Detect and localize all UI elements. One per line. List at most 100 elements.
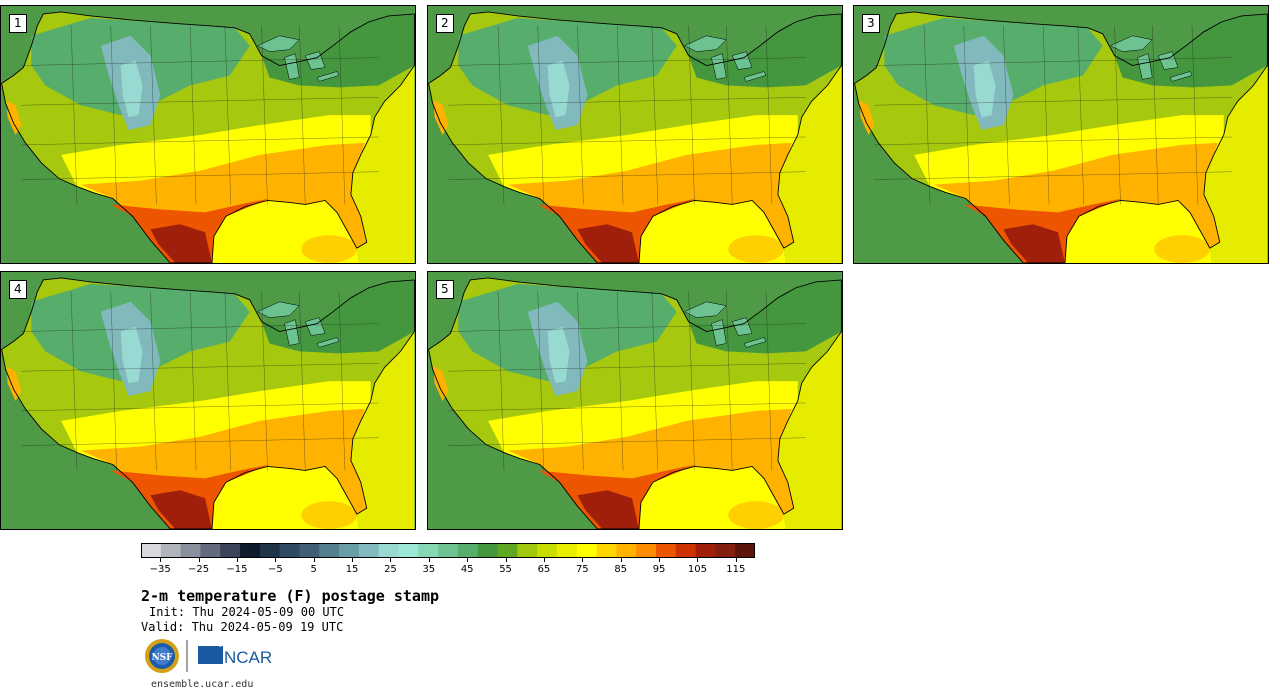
state-border — [448, 323, 806, 332]
colorbar-swatch — [695, 543, 716, 558]
temperature-map — [1, 6, 415, 263]
init-time: Init: Thu 2024-05-09 00 UTC — [149, 605, 345, 619]
coastline — [1, 277, 415, 529]
map-panel-3: 3 — [853, 5, 1269, 264]
lake-superior — [684, 35, 727, 52]
colorbar-tick-label: −15 — [226, 564, 248, 575]
colorbar-swatch — [517, 543, 538, 558]
colorbar-tick-label: 25 — [384, 564, 397, 575]
temperature-map — [1, 272, 415, 529]
colorbar-swatch — [220, 543, 241, 558]
atlantic-ocean — [350, 65, 415, 263]
temperature-map — [428, 272, 842, 529]
state-border — [874, 136, 1232, 146]
map-panel-2: 2 — [427, 5, 843, 264]
colorbar-tick-label: 105 — [687, 564, 707, 575]
state-border — [651, 291, 659, 471]
colorbar-tick-label: −25 — [188, 564, 210, 575]
colorbar-tick-mark — [543, 558, 545, 562]
state-border — [21, 363, 379, 372]
california-warm — [433, 100, 449, 135]
state-border — [224, 25, 232, 205]
gulf-warm-patch — [1154, 235, 1210, 263]
lake-superior — [257, 35, 300, 52]
colorbar-swatch — [576, 543, 598, 558]
colorbar-tick-label: 75 — [575, 564, 589, 575]
atlantic-ocean — [1203, 65, 1268, 263]
colorbar-tick-label: −35 — [149, 564, 171, 575]
colorbar-swatch — [398, 543, 419, 558]
colorbar-swatch — [636, 543, 657, 558]
state-border — [963, 25, 970, 205]
colorbar-swatch — [339, 543, 360, 558]
state-border — [726, 291, 733, 471]
state-border — [21, 136, 379, 146]
state-border — [189, 25, 197, 205]
lake-michigan — [1137, 53, 1153, 80]
state-border — [261, 291, 268, 471]
california-warm — [859, 100, 875, 135]
state-border — [923, 25, 931, 205]
lake-erie — [743, 71, 767, 82]
gulf-warm-patch — [301, 235, 357, 263]
state-border — [150, 291, 157, 471]
coastline — [428, 11, 842, 263]
ncar-logo: NCAR — [198, 646, 272, 667]
state-border — [448, 97, 806, 106]
ncar-logo-text: NCAR — [224, 648, 272, 667]
northeast-cool-zone — [688, 279, 842, 354]
colorbar-tick-mark — [697, 558, 699, 562]
nsf-logo: NSF — [145, 639, 179, 673]
colorbar — [141, 543, 755, 558]
state-border — [874, 97, 1232, 106]
gulf-warm-patch — [728, 501, 784, 529]
colorbar-tick-label: 95 — [652, 564, 666, 575]
lake-superior — [684, 301, 727, 318]
state-border — [765, 25, 773, 205]
state-border — [338, 25, 346, 205]
colorbar-swatch — [477, 543, 499, 558]
atlantic-ocean — [350, 331, 415, 529]
state-border — [70, 291, 78, 471]
extreme-heat-zone — [150, 490, 212, 529]
state-border — [448, 171, 806, 180]
state-border — [448, 437, 806, 446]
colorbar-swatch — [279, 543, 300, 558]
colorbar-swatches — [141, 543, 755, 558]
state-border — [1077, 25, 1085, 205]
colorbar-tick-label: 5 — [310, 564, 317, 575]
lake-erie — [1169, 71, 1193, 82]
colorbar-swatch — [259, 543, 281, 558]
panel-number: 1 — [9, 14, 27, 33]
colorbar-swatch — [616, 543, 637, 558]
colorbar-swatch — [438, 543, 459, 558]
state-border — [1191, 25, 1199, 205]
colorbar-tick-mark — [352, 558, 354, 562]
colorbar-tick-label: −5 — [267, 564, 283, 575]
gulf-warm-patch — [301, 501, 357, 529]
temperature-map — [854, 6, 1268, 263]
california-warm — [6, 366, 22, 401]
colorbar-swatch — [715, 543, 736, 558]
colorbar-swatch — [675, 543, 697, 558]
state-border — [21, 171, 379, 180]
colorbar-tick-label: 115 — [726, 564, 746, 575]
colorbar-tick-mark — [735, 558, 737, 562]
state-border — [616, 291, 624, 471]
state-border — [110, 291, 117, 471]
state-border — [577, 25, 584, 205]
colorbar-swatch — [457, 543, 479, 558]
lake-superior — [1110, 35, 1153, 52]
state-border — [299, 25, 306, 205]
lake-superior — [257, 301, 300, 318]
colorbar-swatch — [358, 543, 380, 558]
temperature-map — [428, 6, 842, 263]
state-border — [726, 25, 733, 205]
map-panel-1: 1 — [0, 5, 416, 264]
logos: NSF NCAR — [145, 638, 275, 674]
state-border — [874, 57, 1232, 66]
lake-michigan — [284, 53, 300, 80]
site-url: ensemble.ucar.edu — [151, 679, 254, 690]
colorbar-swatch — [655, 543, 677, 558]
state-border — [189, 291, 197, 471]
